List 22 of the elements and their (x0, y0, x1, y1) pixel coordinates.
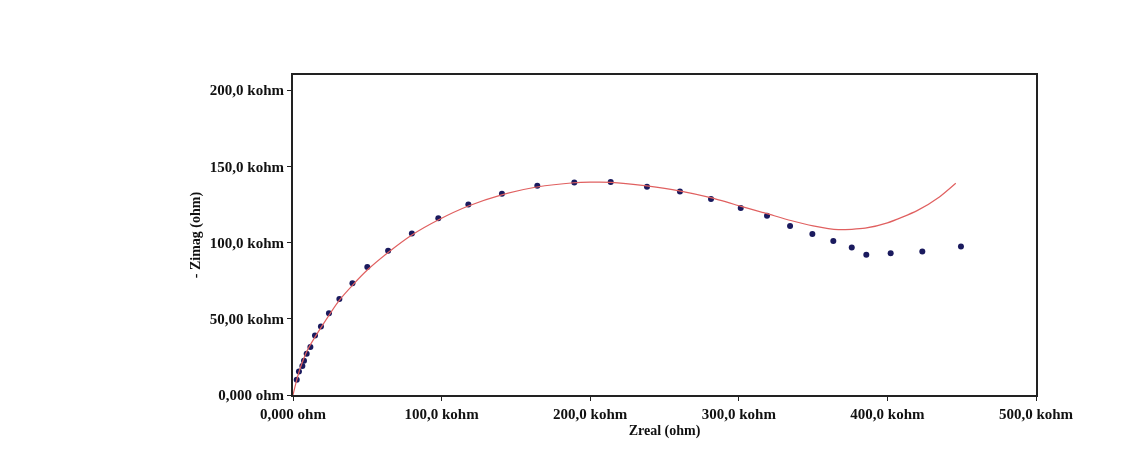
x-tick-label: 0,000 ohm (260, 406, 327, 422)
line-series (293, 181, 957, 395)
x-tick-label: 400,0 kohm (850, 406, 925, 422)
point (919, 248, 926, 255)
x-tick-label: 500,0 kohm (998, 406, 1074, 422)
point (830, 238, 837, 245)
y-tick-label: 100,0 kohm (209, 234, 285, 251)
y-tick-label: 0,000 ohm (218, 387, 285, 404)
y-tick-label: 200,0 kohm (209, 82, 285, 99)
x-axis-title: Zreal (ohm) (628, 422, 701, 439)
point (957, 243, 964, 250)
point (848, 244, 855, 251)
x-tick-label: 200,0 kohm (553, 406, 628, 422)
y-tick-label: 150,0 kohm (209, 158, 285, 175)
y-axis-title: - Zimag (ohm) (187, 191, 204, 279)
y-tick-label: 50,00 kohm (209, 311, 285, 328)
point (863, 251, 870, 258)
x-tick-label: 100,0 kohm (404, 406, 480, 422)
point (809, 231, 816, 238)
point (887, 250, 894, 257)
point (787, 223, 794, 230)
x-tick-label: 300,0 kohm (701, 406, 777, 422)
